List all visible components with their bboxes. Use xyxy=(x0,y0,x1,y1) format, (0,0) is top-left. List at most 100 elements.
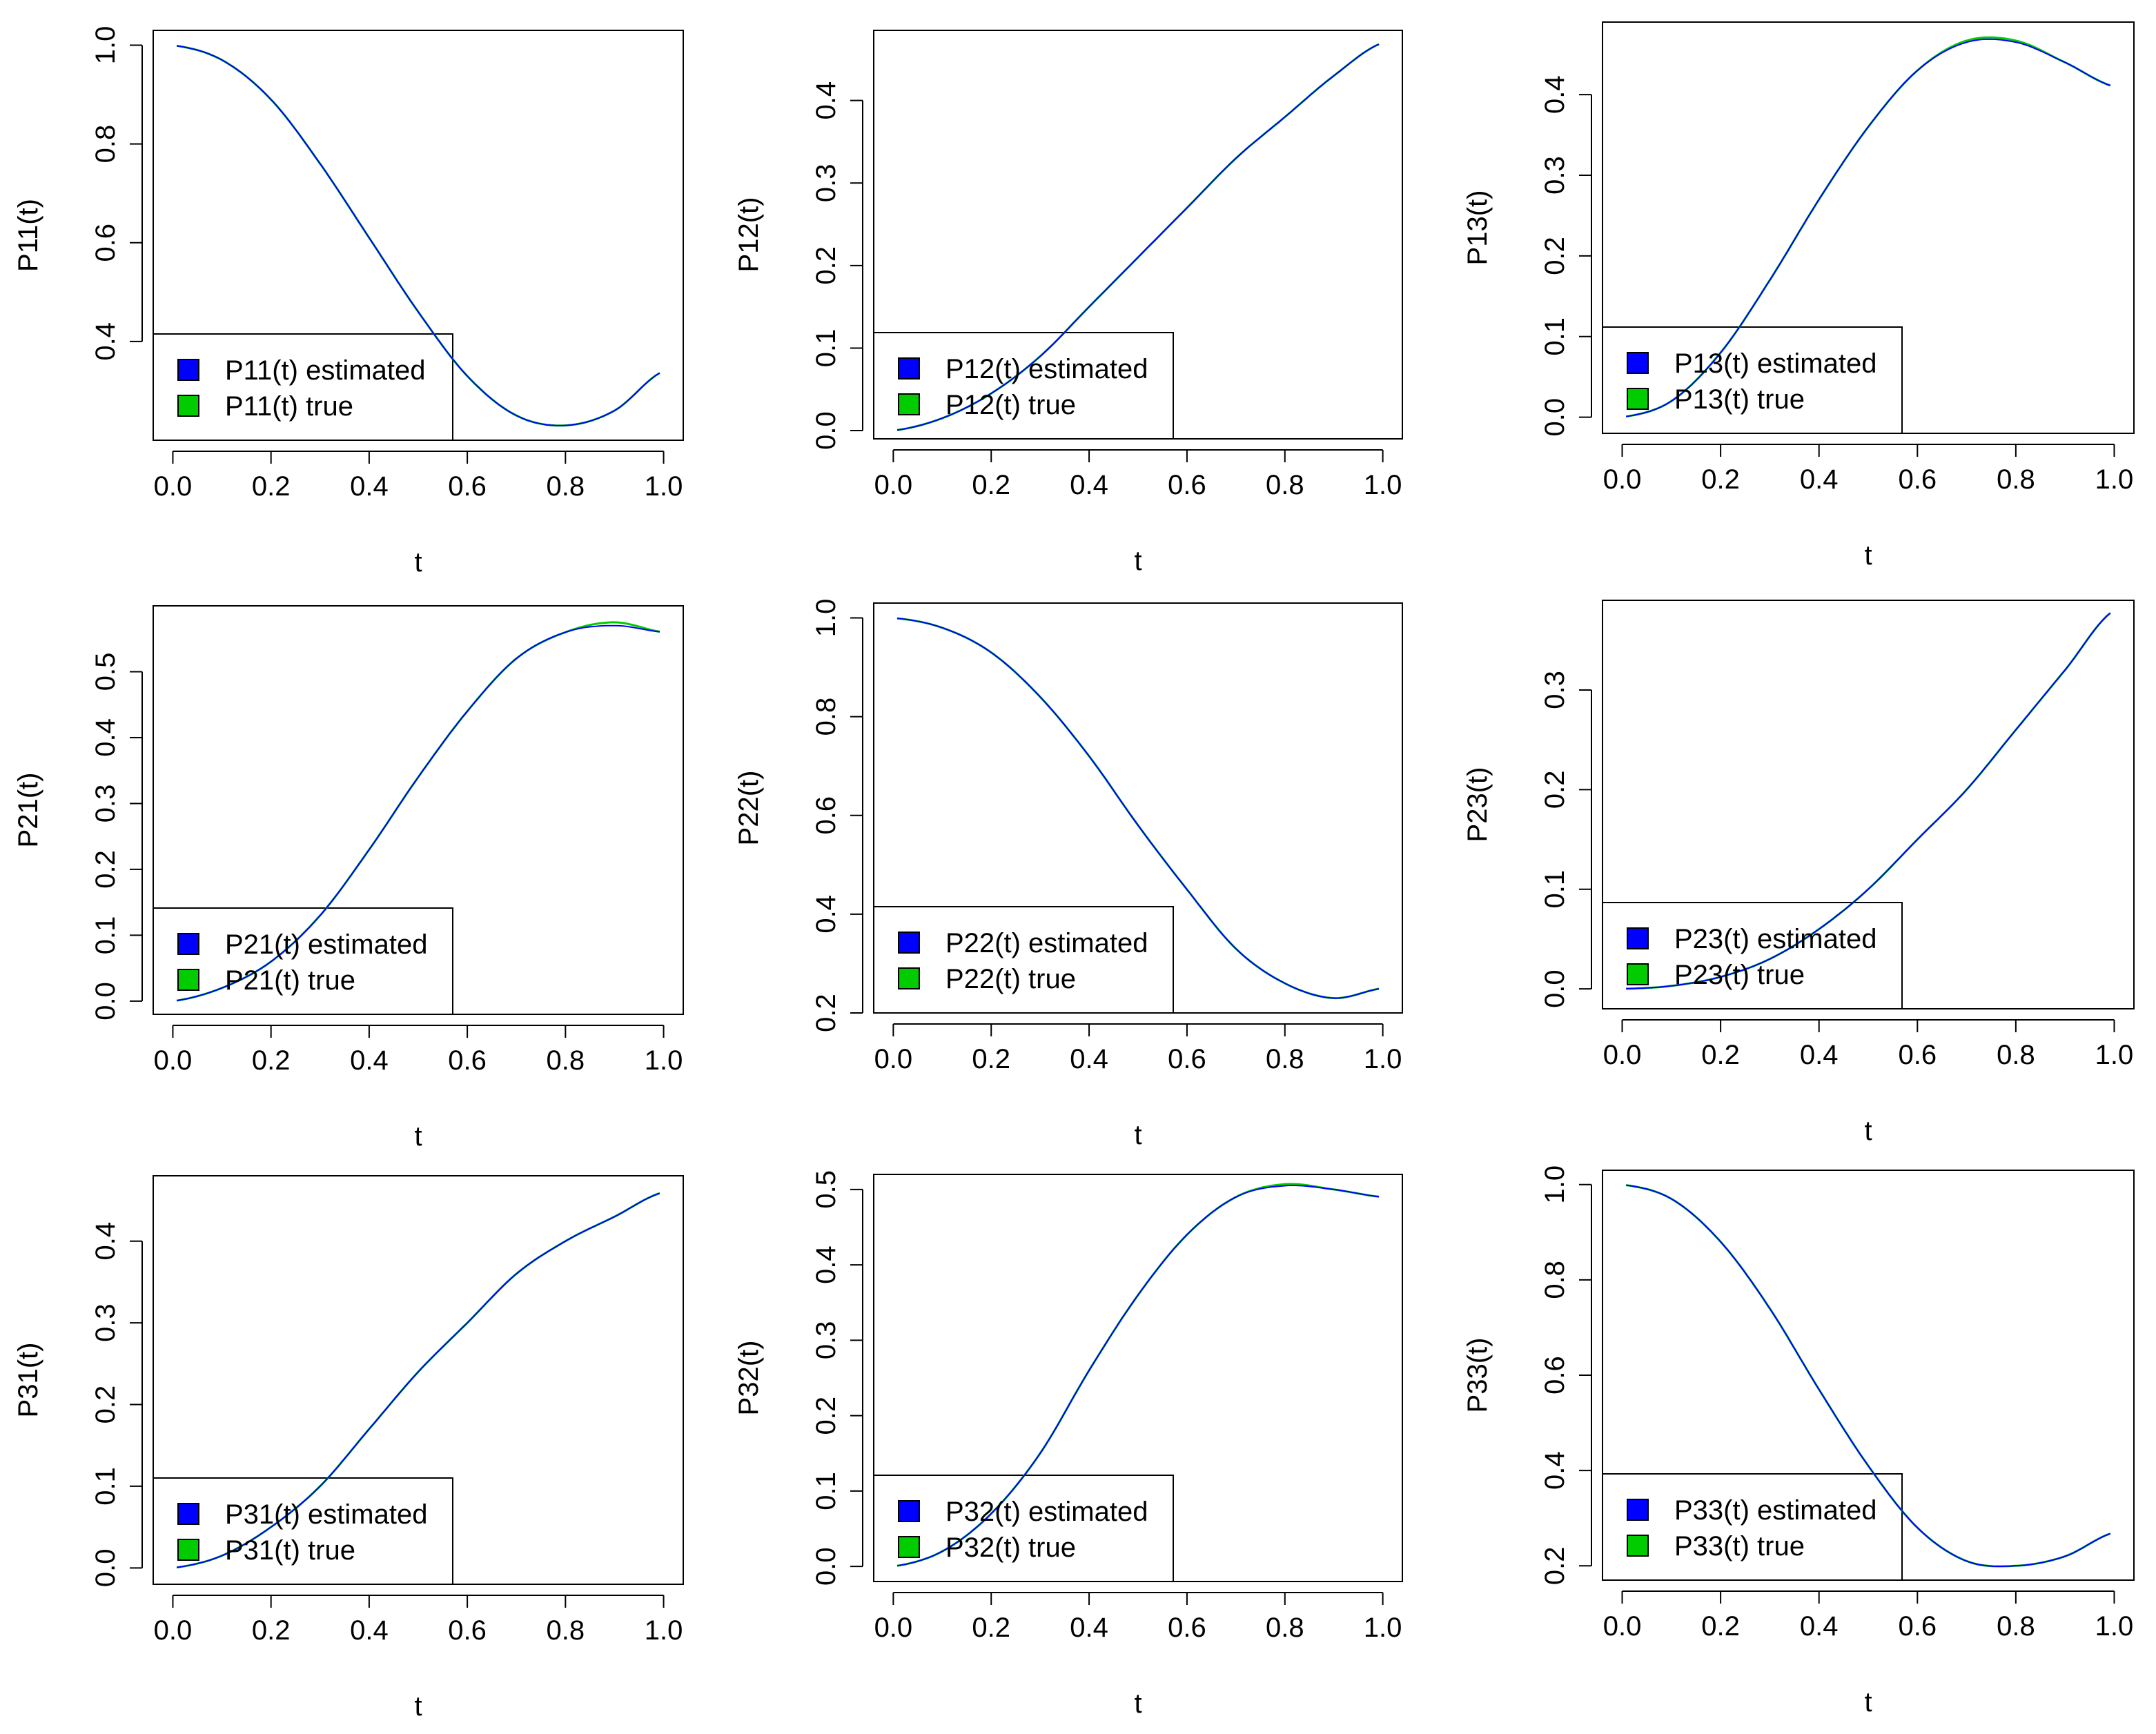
y-tick-label: 0.2 xyxy=(1540,1546,1570,1585)
y-axis-title: P33(t) xyxy=(1462,1338,1493,1413)
y-tick-label: 0.0 xyxy=(90,982,121,1021)
legend-box xyxy=(873,1475,1174,1582)
legend-swatch-true xyxy=(898,1536,920,1558)
panel-p32: 0.0 0.2 0.4 0.6 0.8 1.0 0.0 0.1 0.2 0.3 0.4 0.5 t P32… xyxy=(734,1170,1403,1719)
x-tick-label: 1.0 xyxy=(1364,470,1402,500)
y-axis-title: P12(t) xyxy=(734,197,764,273)
legend-label-estimated: P22(t) estimated xyxy=(945,928,1148,958)
x-tick-label: 0.0 xyxy=(154,471,193,502)
y-tick-label: 0.2 xyxy=(811,994,841,1032)
legend-label-estimated: P32(t) estimated xyxy=(945,1497,1148,1527)
y-tick-label: 0.4 xyxy=(90,322,121,361)
panel-p12: 0.0 0.2 0.4 0.6 0.8 1.0 0.0 0.1 0.2 0.3 0.4 t P12(t)… xyxy=(734,30,1403,576)
x-tick-label: 0.4 xyxy=(1070,1613,1108,1643)
y-tick-label: 0.0 xyxy=(811,411,841,450)
y-tick-label: 0.4 xyxy=(811,1245,841,1284)
legend-label-true: P32(t) true xyxy=(945,1533,1076,1563)
y-tick-label: 0.3 xyxy=(811,164,841,202)
x-axis-title: t xyxy=(1864,1687,1872,1717)
x-tick-label: 0.8 xyxy=(1997,464,2035,495)
y-tick-label: 0.3 xyxy=(1540,671,1570,709)
y-tick-label: 0.1 xyxy=(1540,317,1570,356)
legend-swatch-true xyxy=(898,967,920,989)
legend-swatch-true xyxy=(898,393,920,415)
y-tick-label: 0.2 xyxy=(1540,771,1570,809)
estimated-curve xyxy=(176,1192,660,1568)
y-tick-label: 0.1 xyxy=(811,329,841,368)
y-tick-label: 0.4 xyxy=(811,895,841,934)
legend-label-estimated: P21(t) estimated xyxy=(225,929,427,960)
estimated-curve xyxy=(896,618,1380,999)
x-tick-label: 0.2 xyxy=(1701,464,1740,495)
legend-box xyxy=(1602,902,1903,1009)
y-tick-label: 0.0 xyxy=(1540,969,1570,1008)
legend-label-estimated: P31(t) estimated xyxy=(225,1499,427,1530)
y-tick-label: 0.4 xyxy=(90,1222,121,1261)
legend-label-true: P11(t) true xyxy=(225,391,353,422)
x-tick-label: 0.0 xyxy=(154,1045,193,1076)
legend-swatch-estimated xyxy=(177,933,199,955)
legend-box xyxy=(873,332,1174,440)
y-tick-label: 0.2 xyxy=(811,246,841,285)
y-tick-label: 0.8 xyxy=(1540,1261,1570,1299)
x-tick-label: 0.8 xyxy=(547,1045,585,1076)
x-tick-label: 0.0 xyxy=(874,470,913,500)
y-tick-label: 0.2 xyxy=(90,850,121,889)
x-tick-label: 0.2 xyxy=(972,470,1010,500)
legend-swatch-estimated xyxy=(1627,352,1649,374)
x-tick-label: 1.0 xyxy=(1364,1613,1402,1643)
y-tick-label: 0.1 xyxy=(1540,870,1570,909)
estimated-curve xyxy=(176,45,660,426)
x-tick-label: 0.8 xyxy=(1997,1611,2035,1642)
y-axis-title: P22(t) xyxy=(734,771,764,846)
panel-p33: 0.0 0.2 0.4 0.6 0.8 1.0 0.2 0.4 0.6 0.8 1.0 t P33(t)… xyxy=(1462,1165,2135,1717)
panel-p31: 0.0 0.2 0.4 0.6 0.8 1.0 0.0 0.1 0.2 0.3 0.4 t P31(t)… xyxy=(13,1175,684,1722)
legend-swatch-estimated xyxy=(177,1503,199,1525)
y-tick-label: 0.6 xyxy=(1540,1356,1570,1395)
y-tick-label: 0.6 xyxy=(90,224,121,262)
y-tick-label: 0.3 xyxy=(1540,156,1570,195)
legend-swatch-estimated xyxy=(1627,1499,1649,1521)
legend-swatch-estimated xyxy=(898,1500,920,1522)
y-axis-title: P21(t) xyxy=(13,773,43,848)
estimated-curve xyxy=(176,624,660,1002)
x-tick-label: 0.6 xyxy=(448,1615,487,1646)
legend-label-estimated: P11(t) estimated xyxy=(225,355,426,386)
x-tick-label: 1.0 xyxy=(645,471,683,502)
legend-label-true: P22(t) true xyxy=(945,964,1076,994)
y-tick-label: 0.1 xyxy=(90,1467,121,1506)
x-tick-label: 1.0 xyxy=(645,1615,683,1646)
x-tick-label: 1.0 xyxy=(2095,464,2134,495)
x-tick-label: 0.2 xyxy=(252,1615,291,1646)
x-tick-label: 1.0 xyxy=(2095,1611,2134,1642)
x-tick-label: 0.8 xyxy=(1266,470,1304,500)
y-tick-label: 0.4 xyxy=(1540,75,1570,114)
x-tick-label: 0.0 xyxy=(1603,1611,1642,1642)
x-tick-label: 0.0 xyxy=(874,1613,913,1643)
y-tick-label: 1.0 xyxy=(90,26,121,65)
y-axis-title: P11(t) xyxy=(13,199,43,272)
legend-box xyxy=(873,906,1174,1014)
estimated-curve xyxy=(1626,612,2111,989)
x-tick-label: 1.0 xyxy=(2095,1040,2134,1070)
legend-label-true: P23(t) true xyxy=(1674,960,1805,990)
x-axis-title: t xyxy=(1134,546,1141,576)
x-tick-label: 0.6 xyxy=(1898,1611,1937,1642)
y-tick-label: 0.2 xyxy=(811,1397,841,1435)
panel-p22: 0.0 0.2 0.4 0.6 0.8 1.0 0.2 0.4 0.6 0.8 1.0 t P22(t)… xyxy=(734,599,1403,1150)
y-tick-label: 0.5 xyxy=(90,653,121,691)
legend-swatch-true xyxy=(1627,388,1649,410)
x-tick-label: 0.8 xyxy=(547,471,585,502)
legend-box xyxy=(1602,326,1903,434)
y-tick-label: 0.5 xyxy=(811,1170,841,1209)
x-tick-label: 0.4 xyxy=(350,1615,389,1646)
legend-label-true: P31(t) true xyxy=(225,1535,355,1566)
estimated-curve xyxy=(1626,1184,2111,1567)
y-tick-label: 0.0 xyxy=(90,1549,121,1588)
y-tick-label: 0.6 xyxy=(811,796,841,835)
legend-swatch-true xyxy=(1627,963,1649,985)
x-tick-label: 0.2 xyxy=(252,471,291,502)
y-tick-label: 0.8 xyxy=(90,125,121,164)
y-tick-label: 0.0 xyxy=(811,1547,841,1586)
x-tick-label: 0.2 xyxy=(972,1613,1010,1643)
